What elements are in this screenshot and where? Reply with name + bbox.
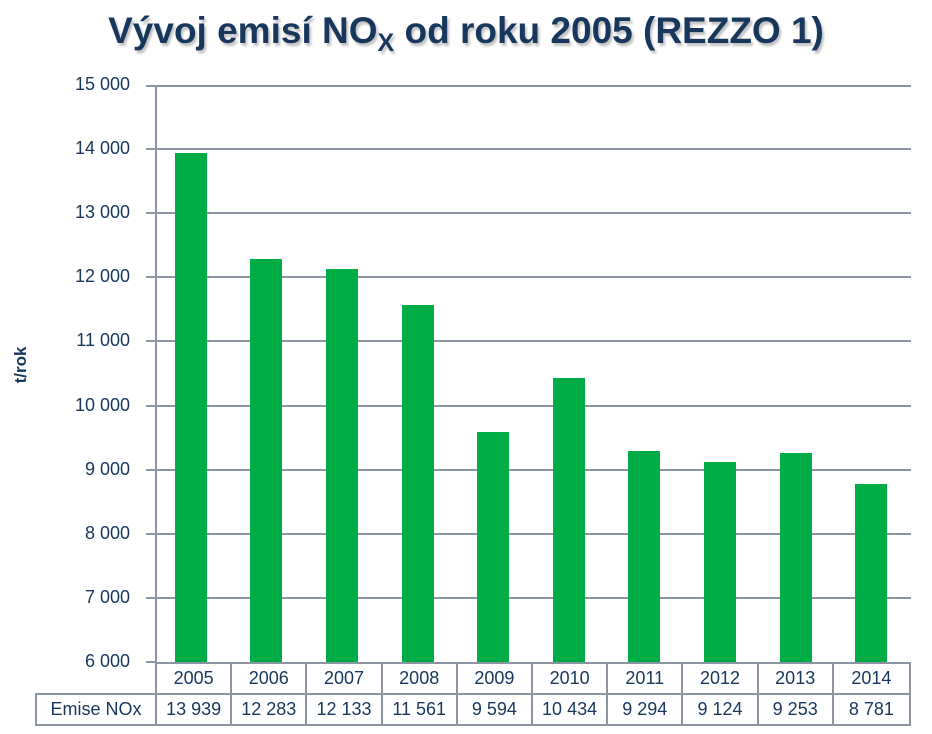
y-axis-tick	[146, 661, 155, 663]
bar-2012	[704, 462, 736, 662]
value-cell: 9 594	[458, 695, 533, 724]
table-year-row: 2005 2006 2007 2008 2009 2010 2011 2012 2013 2014	[155, 662, 911, 693]
value-cell: 10 434	[533, 695, 609, 724]
value-cell: 9 253	[759, 695, 834, 724]
plot-area	[146, 85, 911, 663]
year-cell: 2011	[608, 664, 684, 693]
year-cell: 2009	[458, 664, 533, 693]
y-axis-tick-label: 7 000	[84, 586, 130, 607]
year-cell: 2008	[383, 664, 458, 693]
bar-2014	[855, 484, 887, 662]
year-cell: 2007	[307, 664, 383, 693]
gridline	[157, 276, 911, 278]
value-cell: 12 283	[232, 695, 308, 724]
year-cell: 2014	[851, 668, 892, 688]
y-axis-tick	[146, 212, 155, 214]
bar-2010	[553, 378, 585, 662]
gridline	[157, 469, 911, 471]
y-axis-tick-label: 6 000	[84, 651, 130, 672]
y-axis-tick-label: 10 000	[74, 394, 130, 415]
bar-2006	[250, 259, 282, 662]
value-cell: 9 124	[683, 695, 759, 724]
y-axis-tick-label: 14 000	[74, 138, 130, 159]
bar-2007	[326, 269, 358, 662]
y-axis-tick	[146, 405, 155, 407]
year-cell: 2005	[157, 664, 233, 693]
year-cell: 2010	[533, 664, 609, 693]
bar-2008	[402, 305, 434, 662]
gridline	[157, 405, 911, 407]
bar-2005	[175, 153, 207, 662]
y-axis-tick	[146, 340, 155, 342]
y-axis-tick-label: 8 000	[84, 522, 130, 543]
y-axis-tick	[146, 533, 155, 535]
chart-title-subscript: X	[377, 29, 395, 57]
value-cell: 11 561	[383, 695, 458, 724]
y-axis-tick-labels: 6 000 7 000 8 000 9 000 10 000 11 000 12 000 13…	[0, 0, 130, 734]
gridline	[157, 148, 911, 150]
chart-title-suffix: od roku 2005 (REZZO 1)	[394, 10, 824, 51]
y-axis-tick	[146, 148, 155, 150]
y-axis-tick-label: 9 000	[84, 458, 130, 479]
chart-title: Vývoj emisí NOX od roku 2005 (REZZO 1)	[0, 10, 932, 57]
y-axis-tick-label: 13 000	[74, 202, 130, 223]
gridline	[157, 597, 911, 599]
year-cell: 2006	[232, 664, 308, 693]
gridline	[157, 85, 911, 87]
y-axis-tick	[146, 597, 155, 599]
y-axis-tick-label: 11 000	[76, 330, 130, 351]
value-cell: 9 294	[608, 695, 684, 724]
year-cell: 2012	[683, 664, 759, 693]
y-axis-tick-label: 12 000	[74, 266, 130, 287]
y-axis-tick	[146, 469, 155, 471]
bar-2013	[780, 453, 812, 662]
value-cell: 13 939	[157, 695, 233, 724]
y-axis-tick	[146, 276, 155, 278]
table-value-row: Emise NOx 13 939 12 283 12 133 11 561 9 594 10…	[35, 693, 911, 726]
series-label-cell: Emise NOx	[37, 695, 157, 724]
gridline	[157, 340, 911, 342]
year-cell: 2013	[759, 664, 834, 693]
y-axis-tick-label: 15 000	[74, 74, 130, 95]
y-axis-tick	[146, 85, 155, 87]
chart-title-text: Vývoj emisí NO	[108, 10, 378, 51]
bar-2009	[477, 432, 509, 662]
value-cell: 12 133	[307, 695, 383, 724]
bar-2011	[628, 451, 660, 662]
value-cell: 8 781	[848, 699, 894, 719]
gridline	[157, 212, 911, 214]
gridline	[157, 533, 911, 535]
